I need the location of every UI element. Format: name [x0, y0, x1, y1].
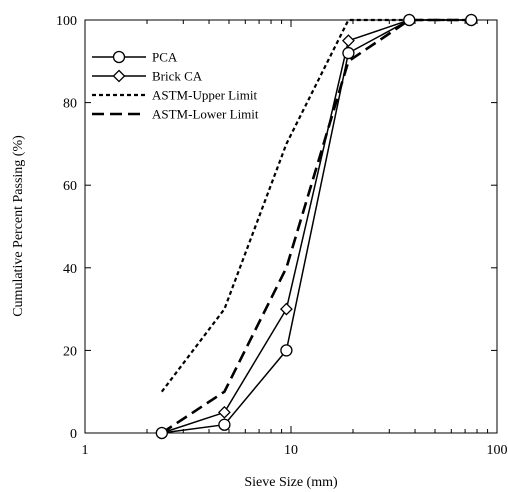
legend-label-3: ASTM-Lower Limit — [152, 107, 259, 122]
series-point-1 — [342, 34, 355, 48]
legend: PCA Brick CA ASTM-Upper Limit ASTM-Lower Li… — [92, 50, 259, 122]
y-tick-label: 60 — [63, 179, 77, 194]
y-tick-label: 100 — [56, 14, 77, 29]
x-tick-label: 100 — [487, 443, 508, 458]
axis-ticks: 0 20 40 60 80 100 1 10 100 — [56, 14, 508, 458]
series-point-0 — [403, 13, 416, 27]
series-point-0 — [155, 426, 168, 440]
legend-label-1: Brick CA — [152, 69, 203, 84]
y-tick-label: 80 — [63, 97, 77, 112]
series-point-1 — [217, 405, 231, 419]
y-tick-label: 0 — [70, 427, 77, 442]
y-tick-label: 20 — [63, 344, 77, 359]
series-point-0 — [465, 13, 478, 27]
x-axis-label: Sieve Size (mm) — [244, 475, 338, 490]
legend-label-2: ASTM-Upper Limit — [152, 88, 257, 103]
plot-frame — [84, 19, 498, 434]
x-tick-label: 1 — [82, 443, 89, 458]
y-axis-label: Cumulative Percent Passing (%) — [11, 135, 26, 317]
series-line-3 — [161, 18, 472, 435]
series-point-0 — [342, 46, 355, 60]
plot-area — [84, 19, 498, 434]
legend-marker-1 — [112, 69, 126, 83]
series-line-2 — [160, 18, 472, 393]
series-point-0 — [280, 344, 293, 357]
series-point-1 — [279, 302, 293, 316]
series-layer — [155, 13, 478, 440]
y-tick-label: 40 — [63, 262, 77, 277]
legend-marker-0 — [112, 50, 126, 64]
series-line-1 — [161, 19, 472, 434]
series-point-0 — [218, 418, 231, 431]
legend-label-0: PCA — [152, 50, 178, 65]
series-line-0 — [161, 19, 472, 434]
x-tick-label: 10 — [284, 443, 298, 458]
